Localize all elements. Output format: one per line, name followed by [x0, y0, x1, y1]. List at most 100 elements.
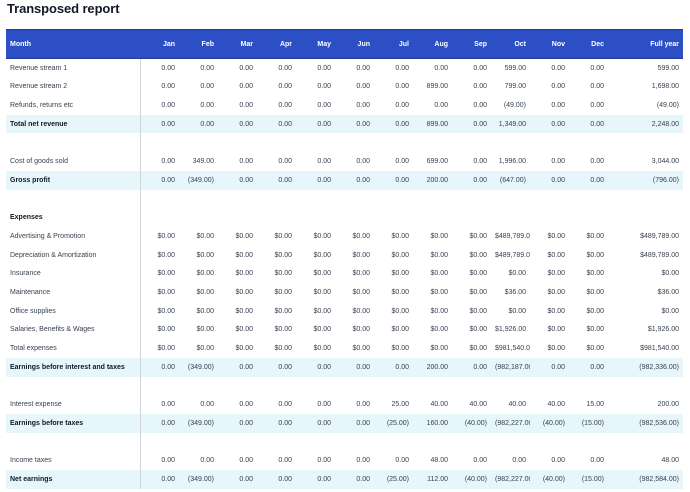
- table-cell: [491, 433, 530, 452]
- column-header-may[interactable]: May: [296, 29, 335, 59]
- table-cell: $0.00: [157, 251, 175, 259]
- table-cell: (982,227.00: [491, 414, 530, 433]
- table-cell: $0.00: [469, 232, 487, 240]
- column-header-feb[interactable]: Feb: [179, 29, 218, 59]
- table-cell: [452, 208, 491, 227]
- table-cell: $0.00: [235, 232, 253, 240]
- table-cell: $0.00: [157, 307, 175, 315]
- column-header-jul[interactable]: Jul: [374, 29, 413, 59]
- row-label: Office supplies: [6, 301, 141, 321]
- spacer-row: [6, 432, 683, 452]
- full-year-cell: (982,536.00): [608, 414, 683, 433]
- table-cell: 0.00: [218, 114, 257, 134]
- table-cell: $0.00: [157, 288, 175, 296]
- column-header-dec[interactable]: Dec: [569, 29, 608, 59]
- row-label: Revenue stream 2: [6, 77, 141, 96]
- table-cell: 0.00: [140, 114, 179, 134]
- row-label: Earnings before interest and taxes: [6, 358, 141, 377]
- column-header-nov[interactable]: Nov: [530, 29, 569, 59]
- table-cell: 899.00: [413, 114, 452, 134]
- table-cell: (40.00): [452, 470, 491, 490]
- page-title: Transposed report: [7, 1, 120, 16]
- table-cell: [257, 377, 296, 396]
- table-cell: 0.00: [569, 170, 608, 190]
- table-cell: 0.00: [434, 64, 448, 72]
- table-cell: $0.00: [547, 307, 565, 315]
- table-cell: $0.00: [352, 270, 370, 278]
- table-cell: 0.00: [296, 414, 335, 433]
- table-cell: (349.00): [179, 358, 218, 377]
- table-cell: 40.00: [547, 401, 565, 409]
- column-header-jan[interactable]: Jan: [140, 29, 179, 59]
- table-cell: $0.00: [391, 232, 409, 240]
- column-header-month[interactable]: Month: [6, 29, 140, 59]
- table-cell: 0.00: [257, 170, 296, 190]
- table-cell: 0.00: [161, 101, 175, 109]
- table-cell: 0.00: [473, 157, 487, 165]
- column-header-full-year[interactable]: Full year: [608, 29, 683, 59]
- table-cell: $0.00: [313, 288, 331, 296]
- table-cell: [296, 133, 335, 152]
- table-cell: [296, 208, 335, 227]
- table-cell: 0.00: [278, 101, 292, 109]
- row-label: Earnings before taxes: [6, 414, 141, 433]
- table-cell: 0.00: [140, 170, 179, 190]
- spacer-row: [6, 376, 683, 396]
- row-label: Depreciation & Amortization: [6, 245, 141, 265]
- table-cell: 0.00: [239, 101, 253, 109]
- table-cell: $0.00: [196, 307, 214, 315]
- table-cell: $0.00: [547, 251, 565, 259]
- table-cell: $0.00: [586, 232, 604, 240]
- full-year-cell: (982,336.00): [608, 358, 683, 377]
- row-label: Insurance: [6, 264, 141, 284]
- row-label: Cost of goods sold: [6, 152, 141, 171]
- table-cell: [530, 133, 569, 152]
- table-cell: [491, 133, 530, 152]
- column-header-apr[interactable]: Apr: [257, 29, 296, 59]
- full-year-cell: [608, 190, 683, 209]
- table-cell: 0.00: [473, 457, 487, 465]
- table-cell: $0.00: [313, 251, 331, 259]
- table-cell: [569, 190, 608, 209]
- full-year-cell: [608, 133, 683, 152]
- table-cell: 799.00: [504, 83, 526, 91]
- row-label: Salaries, Benefits & Wages: [6, 320, 141, 340]
- table-cell: [296, 377, 335, 396]
- table-cell: $0.00: [547, 345, 565, 353]
- column-header-mar[interactable]: Mar: [218, 29, 257, 59]
- table-cell: 699.00: [426, 157, 448, 165]
- table-cell: [452, 133, 491, 152]
- column-header-jun[interactable]: Jun: [335, 29, 374, 59]
- table-cell: $0.00: [235, 270, 253, 278]
- table-cell: 0.00: [317, 401, 331, 409]
- table-cell: [491, 190, 530, 209]
- table-cell: [491, 377, 530, 396]
- table-cell: 0.00: [278, 457, 292, 465]
- table-cell: $0.00: [235, 307, 253, 315]
- column-header-oct[interactable]: Oct: [491, 29, 530, 59]
- total-row: Earnings before interest and taxes 0.00 (3…: [6, 358, 683, 377]
- report-table-container[interactable]: Month Jan Feb Mar Apr May Jun Jul Aug Sep Oct Nov D…: [6, 29, 683, 492]
- table-cell: 0.00: [296, 114, 335, 134]
- table-cell: [569, 433, 608, 452]
- table-row: Cost of goods sold 0.00 349.00 0.00 0.00 0.00…: [6, 152, 683, 171]
- table-cell: $0.00: [586, 288, 604, 296]
- table-cell: 0.00: [395, 157, 409, 165]
- table-cell: [413, 208, 452, 227]
- table-cell: $0.00: [547, 232, 565, 240]
- table-cell: [530, 433, 569, 452]
- table-cell: 0.00: [200, 64, 214, 72]
- table-cell: $0.00: [469, 251, 487, 259]
- table-cell: 200.00: [413, 170, 452, 190]
- row-label: Maintenance: [6, 283, 141, 302]
- table-cell: (40.00): [530, 470, 569, 490]
- column-header-sep[interactable]: Sep: [452, 29, 491, 59]
- table-cell: 0.00: [452, 170, 491, 190]
- table-cell: $0.00: [391, 251, 409, 259]
- table-cell: 0.00: [200, 101, 214, 109]
- table-row: Office supplies $0.00 $0.00 $0.00 $0.00 $0.00…: [6, 301, 683, 321]
- table-cell: $0.00: [352, 345, 370, 353]
- column-header-aug[interactable]: Aug: [413, 29, 452, 59]
- row-label: Net earnings: [6, 470, 141, 490]
- table-cell: 0.00: [218, 358, 257, 377]
